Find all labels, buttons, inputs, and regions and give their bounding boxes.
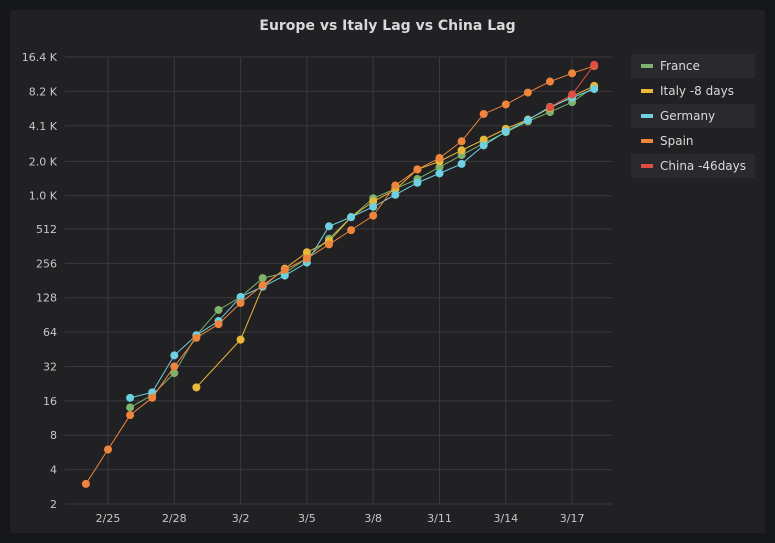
data-point-spain — [170, 362, 179, 371]
data-point-spain — [369, 211, 378, 220]
data-point-china-46days — [546, 103, 554, 112]
legend-item-italy-8-days[interactable]: Italy -8 days — [631, 79, 755, 103]
data-point-germany — [280, 271, 289, 280]
x-tick-label: 3/5 — [298, 512, 316, 525]
legend-label: France — [660, 59, 700, 73]
data-point-spain — [568, 69, 577, 78]
legend: France Italy -8 days Germany Spain China -46… — [631, 54, 755, 179]
data-point-germany — [435, 169, 444, 178]
data-point-germany — [369, 202, 378, 211]
series-line-france — [129, 86, 595, 408]
data-point-france — [126, 403, 135, 412]
data-point-italy-8-days — [236, 335, 245, 344]
y-tick-label: 64 — [43, 326, 57, 339]
legend-item-spain[interactable]: Spain — [631, 129, 755, 153]
legend-label: Italy -8 days — [660, 84, 734, 98]
y-tick-label: 128 — [36, 292, 57, 305]
y-tick-label: 8.2 K — [29, 85, 58, 98]
series-line-italy-8-days — [196, 85, 595, 388]
x-tick-label: 3/2 — [232, 512, 250, 525]
series-line-spain — [85, 65, 595, 485]
x-tick-label: 3/11 — [427, 512, 452, 525]
x-tick-label: 2/25 — [96, 512, 121, 525]
legend-item-france[interactable]: France — [631, 54, 755, 78]
data-point-spain — [104, 445, 112, 454]
data-point-france — [258, 274, 267, 283]
y-tick-label: 4.1 K — [29, 120, 58, 133]
legend-label: Germany — [660, 109, 716, 123]
y-tick-label: 16.4 K — [22, 51, 58, 64]
y-tick-label: 512 — [36, 223, 57, 236]
data-point-spain — [479, 109, 488, 118]
chart-panel: Europe vs Italy Lag vs China Lag 2 4 8 16 32… — [10, 10, 765, 533]
data-point-italy-8-days — [192, 383, 201, 392]
legend-label: Spain — [660, 134, 694, 148]
data-point-germany — [325, 222, 333, 231]
data-point-spain — [435, 154, 444, 163]
data-point-germany — [347, 213, 356, 222]
data-point-spain — [457, 137, 466, 146]
data-point-spain — [214, 320, 223, 329]
data-point-spain — [501, 100, 510, 109]
data-point-china-46days — [568, 90, 577, 99]
data-point-germany — [170, 351, 179, 360]
data-point-spain — [126, 411, 135, 420]
data-point-germany — [590, 85, 599, 94]
data-point-germany — [523, 116, 532, 125]
x-tick-label: 3/8 — [364, 512, 382, 525]
data-point-spain — [148, 393, 157, 402]
data-point-spain — [325, 240, 333, 249]
data-point-germany — [413, 178, 422, 187]
data-point-italy-8-days — [302, 248, 311, 257]
data-point-spain — [546, 77, 554, 86]
data-point-spain — [391, 181, 400, 190]
data-point-germany — [457, 159, 466, 168]
data-point-spain — [302, 254, 311, 263]
data-point-germany — [236, 292, 245, 301]
chart-title: Europe vs Italy Lag vs China Lag — [259, 18, 516, 34]
data-point-spain — [236, 299, 245, 308]
data-point-france — [214, 305, 223, 314]
y-tick-label: 256 — [36, 257, 57, 270]
data-point-france — [170, 369, 179, 378]
y-tick-label: 2 — [50, 498, 57, 511]
legend-swatch — [641, 89, 653, 93]
data-point-spain — [258, 281, 267, 290]
data-point-germany — [391, 190, 400, 199]
series-line-germany — [129, 88, 595, 399]
data-point-germany — [479, 141, 488, 150]
y-tick-label: 1.0 K — [29, 190, 58, 203]
legend-swatch — [641, 139, 653, 143]
data-point-germany — [501, 127, 510, 136]
legend-item-germany[interactable]: Germany — [631, 104, 755, 128]
x-tick-label: 3/17 — [560, 512, 585, 525]
data-point-italy-8-days — [479, 135, 488, 144]
data-point-spain — [81, 479, 90, 488]
y-tick-label: 4 — [50, 464, 57, 477]
legend-swatch — [641, 64, 653, 68]
data-point-spain — [523, 88, 532, 97]
legend-swatch — [641, 164, 653, 168]
y-tick-label: 8 — [50, 429, 57, 442]
data-point-spain — [413, 165, 422, 174]
data-point-germany — [126, 393, 135, 402]
data-point-france — [435, 163, 444, 172]
data-point-spain — [280, 265, 289, 274]
legend-swatch — [641, 114, 653, 118]
data-point-china-46days — [590, 60, 599, 69]
legend-item-china-46days[interactable]: China -46days — [631, 154, 755, 178]
y-tick-label: 2.0 K — [29, 155, 58, 168]
legend-label: China -46days — [660, 159, 747, 173]
data-point-spain — [192, 333, 201, 342]
x-tick-label: 3/14 — [493, 512, 518, 525]
chart-canvas: 2 4 8 16 32 64 128 256 512 1.0 K 2.0 K 4.1 K 8.2 K 16… — [22, 51, 612, 525]
y-tick-label: 32 — [43, 360, 57, 373]
data-point-italy-8-days — [457, 146, 466, 155]
y-tick-label: 16 — [43, 395, 57, 408]
x-tick-label: 2/28 — [162, 512, 187, 525]
data-point-spain — [347, 226, 356, 235]
